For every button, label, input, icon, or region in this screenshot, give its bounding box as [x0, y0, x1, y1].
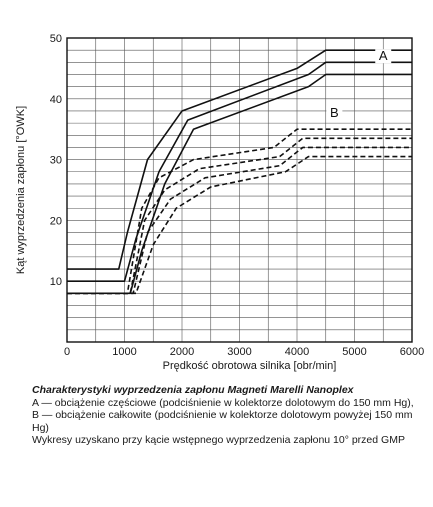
series-line-b-4 [67, 137, 412, 295]
figure-caption: Charakterystyki wyprzedzenia zapłonu Mag… [32, 384, 417, 447]
y-tick-label: 10 [50, 276, 62, 288]
curve-label-b-bg [326, 106, 343, 121]
series-line-b-5 [67, 146, 412, 295]
series-line-a-0 [67, 49, 412, 270]
series-line-a-1 [67, 61, 412, 283]
y-tick-label: 20 [50, 215, 62, 227]
curve-label-a: A [379, 48, 388, 63]
x-tick-label: 4000 [285, 346, 309, 358]
x-tick-label: 3000 [227, 346, 251, 358]
y-tick-label: 40 [50, 94, 62, 106]
series-line-a-2 [67, 73, 412, 295]
caption-note: Wykresy uzyskano przy kącie wstępnego wy… [32, 434, 405, 446]
x-tick-label: 1000 [112, 346, 136, 358]
caption-legend-text: A — obciążenie częściowe (podciśnienie w… [32, 396, 414, 434]
series-line-b-3 [67, 128, 412, 295]
caption-title: Charakterystyki wyprzedzenia zapłonu Mag… [32, 384, 354, 396]
y-tick-label: 30 [50, 155, 62, 167]
x-axis-label: Prędkość obrotowa silnika [obr/min] [163, 360, 337, 372]
chart: 0 1000 2000 3000 4000 5000 6000 10 20 30 40 50 Prędk… [15, 33, 424, 372]
x-tick-label: 2000 [170, 346, 194, 358]
curve-label-b: B [330, 105, 339, 120]
plot-frame [66, 37, 413, 343]
x-tick-label: 0 [64, 346, 70, 358]
x-tick-label: 5000 [342, 346, 366, 358]
y-axis-label: Kąt wyprzedzenia zapłonu [°OWK] [15, 106, 27, 274]
series-line-b-6 [67, 155, 412, 295]
x-tick-label: 6000 [400, 346, 424, 358]
chart-svg: 0 1000 2000 3000 4000 5000 6000 10 20 30 40 50 Prędk… [15, 33, 424, 372]
curve-label-a-bg [375, 49, 392, 64]
y-tick-label: 50 [50, 33, 62, 45]
